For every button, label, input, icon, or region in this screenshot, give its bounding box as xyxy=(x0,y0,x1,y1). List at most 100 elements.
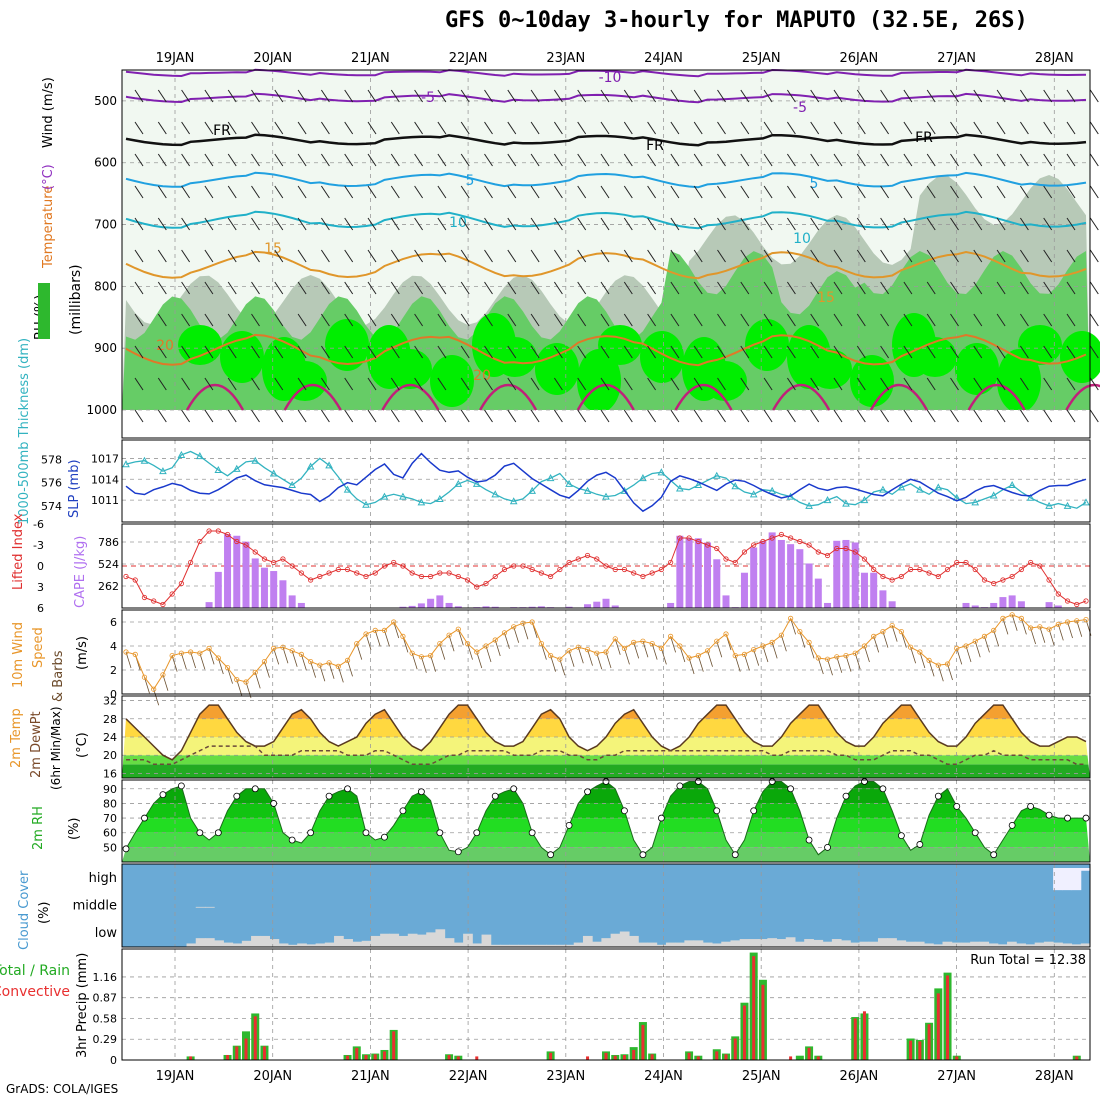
wind-barb xyxy=(856,89,866,103)
cape-tick-label: 786 xyxy=(98,536,119,549)
rh2m-axis-label: 2m RH xyxy=(31,806,46,850)
lifted-index-marker xyxy=(806,542,812,548)
lifted-index-marker xyxy=(1018,566,1024,573)
wind-barb xyxy=(530,313,540,327)
wind-barb xyxy=(437,89,447,103)
wind-barb-10m xyxy=(1057,624,1064,641)
wind-speed-marker xyxy=(668,633,674,640)
wind-speed-marker xyxy=(658,645,664,652)
wind-barb xyxy=(973,377,983,391)
wind-speed-marker xyxy=(529,619,535,625)
low-cloud-bar xyxy=(546,944,556,947)
rh-marker xyxy=(971,829,979,837)
wind-barb-10m xyxy=(430,655,436,672)
wind-barb xyxy=(1043,153,1053,167)
wind-barb xyxy=(600,153,610,167)
wind-barb-10m xyxy=(448,635,455,652)
lifted-index-marker xyxy=(123,573,129,580)
wind-barb xyxy=(227,377,237,391)
cape-bar xyxy=(824,602,832,608)
li-tick-label: -6 xyxy=(33,518,44,531)
wind-speed-marker xyxy=(206,645,212,652)
cape-bar xyxy=(851,542,859,608)
wind-barb xyxy=(437,217,447,231)
wind-barb xyxy=(390,121,400,135)
wind-barb-10m xyxy=(282,647,289,664)
wind-barb-10m xyxy=(162,674,169,691)
low-cloud-bar xyxy=(251,935,261,947)
wind-barb-10m xyxy=(171,655,178,672)
cape-bar xyxy=(279,580,287,608)
wind-barb xyxy=(577,409,587,423)
precip-convective-bar xyxy=(742,1005,746,1060)
wind-speed-marker xyxy=(1083,616,1089,623)
wind-speed-marker xyxy=(797,628,803,635)
wind-barb xyxy=(786,249,796,263)
precip-convective-bar xyxy=(789,1056,793,1060)
lifted-index-marker xyxy=(991,580,997,587)
lifted-index-marker xyxy=(917,566,923,573)
low-cloud-bar xyxy=(352,941,363,947)
lifted-index-marker xyxy=(151,598,157,604)
legend-convective-label: Convective xyxy=(0,984,70,1000)
wind-barb-10m xyxy=(199,653,206,670)
wind-barb xyxy=(1066,121,1076,135)
thickness-marker xyxy=(971,498,980,506)
lifted-index-marker xyxy=(141,594,148,601)
wind-speed-marker xyxy=(621,645,628,652)
wind-barb xyxy=(670,409,680,423)
wind10-unit-label: (m/s) xyxy=(75,636,90,670)
wind-barb xyxy=(903,217,913,231)
lifted-index-marker xyxy=(178,580,184,587)
cape-bar xyxy=(713,559,721,608)
wind-speed-marker xyxy=(234,676,240,683)
wind-barb xyxy=(950,409,959,423)
wind-barb xyxy=(647,281,657,295)
cape-tick-label: 262 xyxy=(98,580,119,593)
wind-speed-marker xyxy=(815,655,821,661)
day-label-bottom: 19JAN xyxy=(156,1069,195,1084)
wind-barb-10m xyxy=(577,647,584,664)
wind-speed-marker xyxy=(944,661,951,667)
wind-barb xyxy=(181,313,191,327)
wind-barb xyxy=(204,409,214,423)
cape-bar xyxy=(870,572,878,608)
wind-speed-marker xyxy=(298,651,304,658)
wind-barb xyxy=(484,249,493,263)
wind-barb xyxy=(297,217,307,231)
wind-barb-10m xyxy=(291,650,298,667)
rh-marker xyxy=(916,841,924,848)
wind-barb xyxy=(717,377,726,391)
low-cloud-bar xyxy=(813,939,824,947)
lifted-index-marker xyxy=(188,559,194,566)
wind-speed-marker xyxy=(714,638,720,644)
wind-barb xyxy=(670,281,680,295)
wind-speed-marker xyxy=(926,657,932,664)
lifted-index-marker xyxy=(1037,563,1043,569)
lifted-index-marker xyxy=(760,538,766,545)
wind-barb xyxy=(414,217,424,231)
wind-barb xyxy=(390,409,400,423)
lifted-index-marker xyxy=(1028,559,1034,566)
wind-barb xyxy=(693,313,703,327)
wind-barb xyxy=(344,185,354,199)
lifted-index-marker xyxy=(704,542,711,548)
wind-barb xyxy=(507,377,517,391)
li-tick-label: 0 xyxy=(37,560,44,573)
lifted-index-marker xyxy=(926,570,932,576)
wind-speed-marker xyxy=(446,632,452,638)
wind-barb xyxy=(647,89,657,103)
wind-barb xyxy=(553,345,563,359)
cape-bar xyxy=(436,595,444,608)
thickness-marker xyxy=(251,456,260,464)
wind-barb xyxy=(227,121,237,135)
temp-band xyxy=(122,705,1090,706)
wind-barb xyxy=(833,185,843,199)
low-cloud-bar xyxy=(684,940,695,947)
wind-barb xyxy=(507,345,517,359)
wind-barb xyxy=(297,313,307,327)
cape-bar xyxy=(759,540,767,608)
wind-barb xyxy=(670,377,680,391)
wind-barb xyxy=(950,281,959,295)
wind-barb xyxy=(484,377,493,391)
